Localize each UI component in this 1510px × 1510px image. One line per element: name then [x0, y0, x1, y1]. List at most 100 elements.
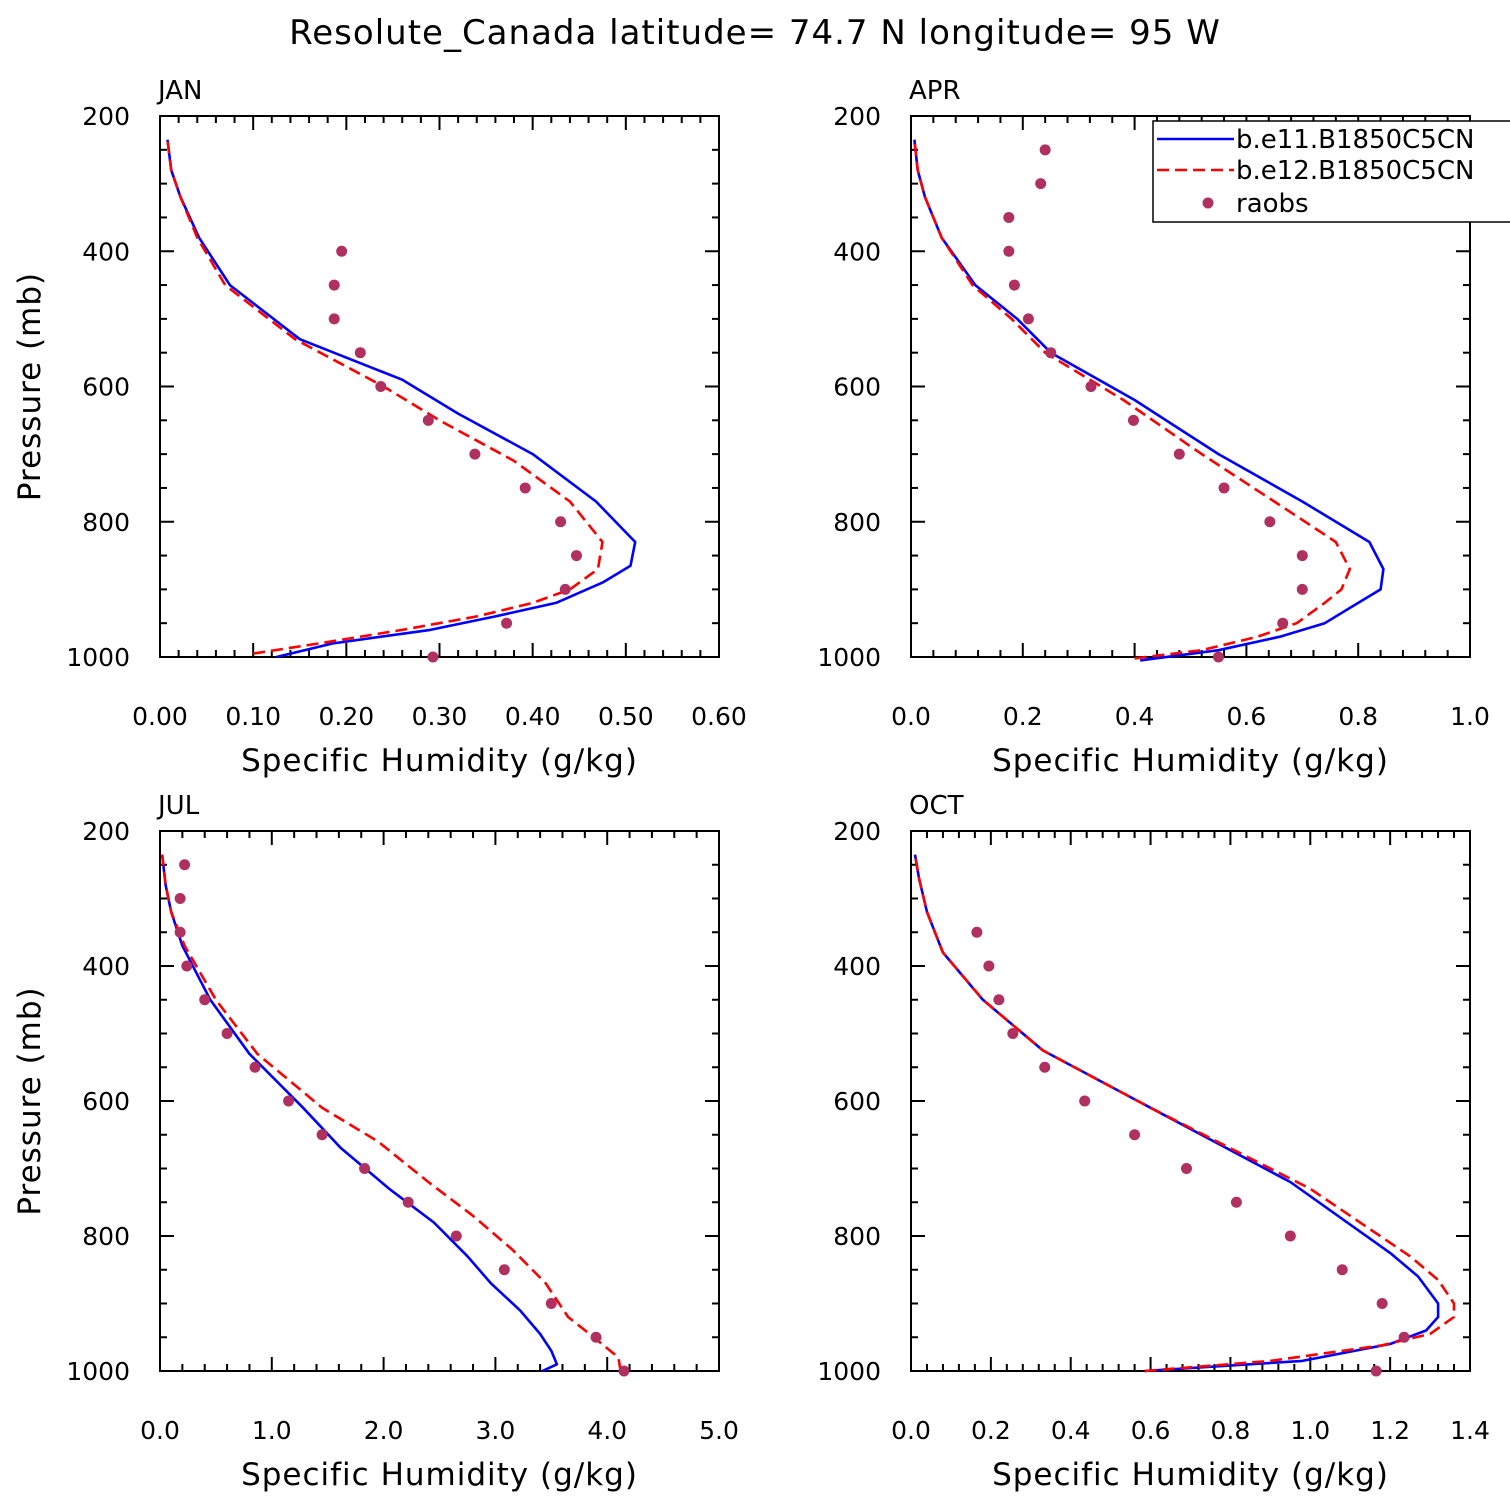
raobs-point [1218, 482, 1230, 494]
y-tick-label: 600 [833, 1087, 881, 1116]
raobs-point [283, 1095, 295, 1107]
x-tick-label: 1.0 [1290, 1416, 1330, 1445]
y-tick-label: 600 [82, 373, 130, 402]
panel-jan: JAN 200 400 600 800 1000 0.00 0.10 0.20 0.30 0.40 0… [12, 76, 747, 779]
figure-title: Resolute_Canada latitude= 74.7 N longitu… [289, 13, 1221, 53]
raobs-point [1284, 1230, 1296, 1242]
raobs-point [181, 960, 193, 972]
x-tick-label: 0.2 [1003, 702, 1043, 731]
y-tick-label: 1000 [66, 1357, 130, 1386]
panel-title: JUL [156, 791, 200, 821]
x-tick-label: 4.0 [587, 1416, 627, 1445]
raobs-point [402, 1196, 414, 1208]
x-tick-label: 0.0 [891, 702, 931, 731]
x-tick-label: 0.30 [412, 702, 468, 731]
y-tick-label: 200 [82, 102, 130, 131]
raobs-point [450, 1230, 462, 1242]
panels: JAN 200 400 600 800 1000 0.00 0.10 0.20 0.30 0.40 0… [12, 76, 1490, 1493]
y-tick-label: 1000 [66, 643, 130, 672]
x-tick-label: 1.2 [1370, 1416, 1410, 1445]
raobs-point [1376, 1298, 1388, 1309]
x-tick-label: 1.4 [1450, 1416, 1490, 1445]
y-axis-label: Pressure (mb) [12, 272, 48, 501]
raobs-point [336, 245, 348, 257]
x-tick-label: 3.0 [476, 1416, 516, 1445]
x-axis-label: Specific Humidity (g/kg) [241, 1457, 638, 1493]
raobs-point [1181, 1163, 1193, 1174]
x-tick-label: 0.6 [1131, 1416, 1171, 1445]
y-tick-label: 200 [833, 817, 881, 846]
raobs-point [221, 1028, 233, 1039]
raobs-point [971, 926, 983, 938]
y-tick-label: 400 [833, 237, 881, 266]
raobs-point [1008, 279, 1020, 291]
raobs-point [1398, 1331, 1410, 1343]
raobs-point [174, 926, 186, 938]
x-tick-label: 0.50 [598, 702, 654, 731]
raobs-point [1079, 1095, 1091, 1107]
raobs-point [199, 994, 211, 1006]
raobs-point [1003, 245, 1015, 257]
x-tick-label: 0.0 [891, 1416, 931, 1445]
y-tick-label: 1000 [817, 643, 881, 672]
legend-entry-raobs: raobs [1236, 189, 1309, 219]
x-tick-label: 0.6 [1227, 702, 1267, 731]
y-tick-label: 800 [833, 1222, 881, 1251]
raobs-point [1003, 211, 1015, 223]
y-tick-label: 1000 [817, 1357, 881, 1386]
raobs-point [570, 550, 582, 562]
y-tick-label: 400 [82, 952, 130, 981]
raobs-point [174, 893, 186, 904]
e12-series-line [166, 139, 604, 655]
raobs-point [1045, 347, 1057, 359]
y-tick-label: 600 [833, 373, 881, 402]
raobs-point [469, 448, 481, 460]
raobs-point [422, 414, 434, 426]
raobs-point [1212, 651, 1224, 663]
raobs-point [559, 583, 571, 595]
x-tick-label: 2.0 [364, 1416, 404, 1445]
panel-oct: OCT 200 400 600 800 1000 0.0 0.2 0.4 0.6 0.8 1.0 1.2… [817, 791, 1490, 1493]
raobs-point [1127, 414, 1139, 426]
y-tick-label: 200 [833, 102, 881, 131]
raobs-point [249, 1061, 261, 1073]
panel-title: APR [909, 76, 961, 106]
raobs-point [375, 381, 387, 392]
raobs-point [590, 1331, 602, 1343]
x-tick-label: 1.0 [1450, 702, 1490, 731]
raobs-point [1296, 550, 1308, 562]
x-tick-label: 0.10 [225, 702, 281, 731]
x-tick-label: 1.0 [252, 1416, 292, 1445]
x-tick-label: 0.2 [971, 1416, 1011, 1445]
raobs-point [519, 482, 531, 494]
x-tick-label: 0.4 [1051, 1416, 1091, 1445]
x-axis-label: Specific Humidity (g/kg) [992, 743, 1389, 779]
raobs-point [359, 1163, 371, 1174]
raobs-point [328, 279, 340, 291]
raobs-point [545, 1298, 557, 1309]
raobs-point [1173, 448, 1185, 460]
raobs-point [1230, 1196, 1242, 1208]
y-tick-label: 800 [82, 508, 130, 537]
x-tick-label: 0.00 [132, 702, 188, 731]
panel-jul: JUL 200 400 600 800 1000 0.0 1.0 2.0 3.0 4.0 5.0 Spe… [12, 791, 739, 1493]
raobs-point [1277, 617, 1289, 629]
x-tick-label: 0.8 [1338, 702, 1378, 731]
panel-apr: APR 200 400 600 800 1000 0.0 0.2 0.4 0.6 0.8 1.0 Spe… [817, 76, 1490, 779]
y-tick-label: 400 [82, 237, 130, 266]
x-tick-label: 5.0 [699, 1416, 739, 1445]
x-axis-label: Specific Humidity (g/kg) [992, 1457, 1389, 1493]
raobs-point [501, 617, 513, 629]
raobs-point [354, 347, 366, 359]
y-axis-label: Pressure (mb) [12, 986, 48, 1215]
x-tick-label: 0.4 [1115, 702, 1155, 731]
raobs-point [179, 859, 191, 871]
e11-series-line [166, 139, 637, 659]
raobs-point [993, 994, 1005, 1006]
y-tick-label: 800 [82, 1222, 130, 1251]
raobs-point [427, 651, 439, 663]
legend-entry-e12: b.e12.B1850C5CN [1236, 156, 1474, 186]
y-tick-label: 200 [82, 817, 130, 846]
x-tick-label: 0.40 [505, 702, 561, 731]
